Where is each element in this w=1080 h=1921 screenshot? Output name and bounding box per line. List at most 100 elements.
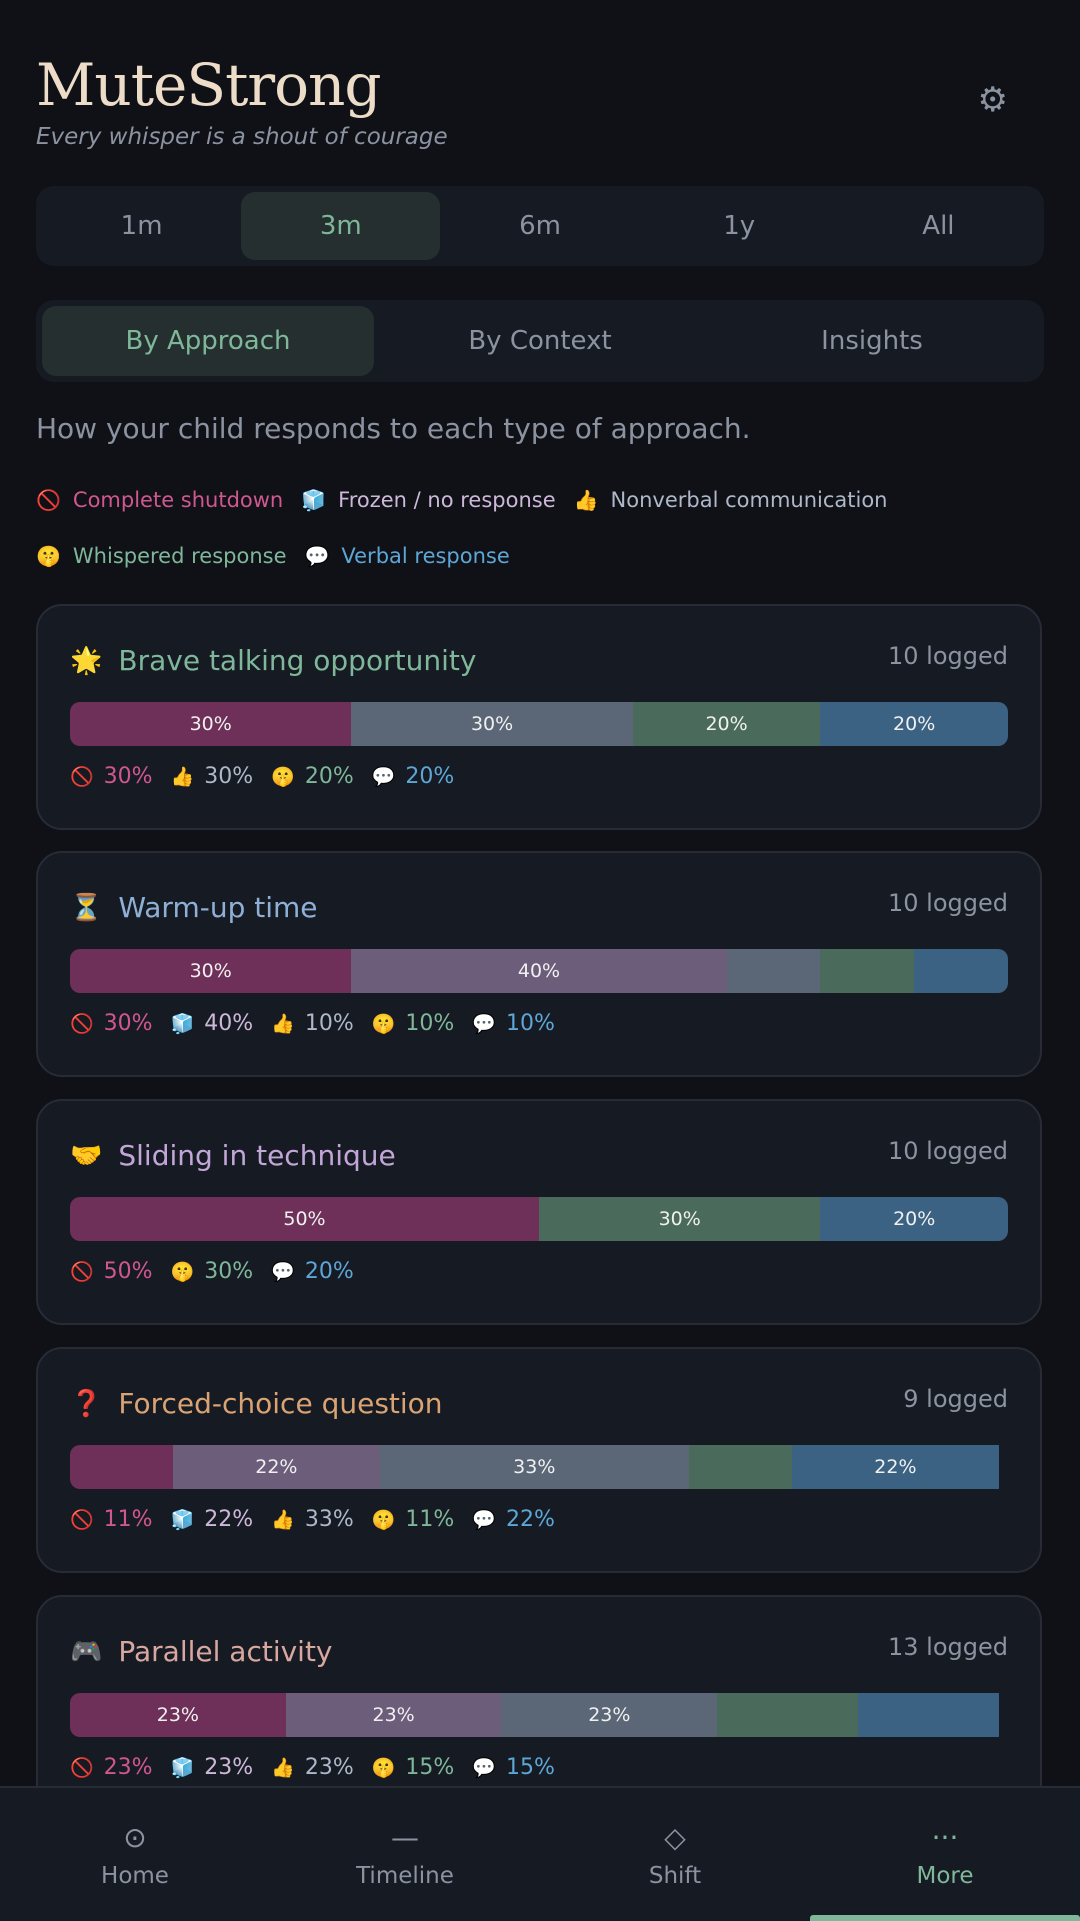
card-stats: 🚫 50% 🤫 30% 💬 20% (70, 1259, 354, 1284)
card-title: 🌟 Brave talking opportunity (70, 644, 476, 677)
range-option-all[interactable]: All (922, 211, 955, 241)
stat-value: 20% (304, 764, 354, 789)
stat-value: 50% (103, 1259, 153, 1284)
stat-item: 🤫 20% (271, 764, 354, 789)
speech-bubble-icon: 💬 (271, 1261, 295, 1283)
stat-item: 🤫 11% (372, 1507, 455, 1532)
range-option-6m[interactable]: 6m (519, 211, 561, 241)
nav-shift[interactable]: ◇ Shift (540, 1788, 810, 1921)
card-title: ⏳ Warm-up time (70, 891, 318, 924)
stat-value: 20% (405, 764, 455, 789)
gamepad-icon: 🎮 (70, 1636, 103, 1667)
stat-value: 30% (103, 764, 153, 789)
card-title-label: Sliding in technique (118, 1139, 396, 1172)
approach-card[interactable]: ⏳ Warm-up time 10 logged 30% 40% 🚫 30% 🧊 40% 👍 10%… (36, 851, 1042, 1077)
view-tabs: By Approach By Context Insights (36, 300, 1044, 382)
legend-item: 💬 Verbal response (305, 544, 510, 568)
tab-by-context[interactable]: By Context (468, 326, 612, 356)
tab-by-approach[interactable]: By Approach (42, 306, 374, 376)
stat-item: 🧊 23% (171, 1755, 254, 1780)
whisper-icon: 🤫 (271, 766, 295, 788)
app-title: MuteStrong (36, 51, 382, 119)
timeline-icon: — (391, 1820, 419, 1854)
bar-segment: 22% (173, 1445, 380, 1489)
app-header: MuteStrong Every whisper is a shout of c… (36, 50, 1044, 160)
legend-label: Nonverbal communication (610, 488, 888, 512)
bar-segment: 30% (351, 702, 633, 746)
bar-segment: 30% (70, 702, 352, 746)
bar-segment: 22% (792, 1445, 999, 1489)
question-icon: ❓ (70, 1388, 103, 1419)
bottom-nav: ⊙ Home — Timeline ◇ Shift ··· More (0, 1786, 1080, 1921)
whisper-icon: 🤫 (371, 1509, 396, 1531)
star-icon: 🌟 (70, 645, 103, 676)
card-title: ❓ Forced-choice question (70, 1387, 443, 1420)
legend-label: Complete shutdown (72, 488, 284, 512)
stat-value: 10% (304, 1011, 354, 1036)
whisper-icon: 🤫 (371, 1757, 396, 1779)
stat-value: 40% (204, 1011, 254, 1036)
bar-segment (726, 949, 821, 993)
bar-segment (717, 1693, 858, 1737)
nav-more[interactable]: ··· More (810, 1788, 1080, 1921)
more-icon: ··· (931, 1820, 959, 1854)
stat-item: 💬 20% (372, 764, 455, 789)
frozen-icon: 🧊 (170, 1757, 195, 1779)
card-stats: 🚫 11% 🧊 22% 👍 33% 🤫 11% 💬 22% (70, 1507, 555, 1532)
bar-segment: 20% (820, 702, 1008, 746)
bar-segment: 30% (70, 949, 352, 993)
approach-card[interactable]: ❓ Forced-choice question 9 logged 22% 33% 22%… (36, 1347, 1042, 1573)
speech-bubble-icon: 💬 (371, 766, 396, 788)
stat-item: 🧊 40% (171, 1011, 254, 1036)
range-option-3m[interactable]: 3m (241, 192, 441, 260)
stat-value: 15% (405, 1755, 455, 1780)
range-option-1m[interactable]: 1m (120, 211, 163, 241)
approach-card[interactable]: 🎮 Parallel activity 13 logged 23% 23% 23% 🚫 23%… (36, 1595, 1042, 1821)
nav-label: Shift (648, 1862, 702, 1889)
shutdown-icon: 🚫 (70, 766, 94, 788)
card-title-label: Warm-up time (118, 891, 318, 924)
logged-count: 9 logged (903, 1385, 1008, 1413)
legend-item: 🧊 Frozen / no response (301, 488, 555, 512)
stat-item: 🤫 10% (372, 1011, 455, 1036)
bar-segment: 33% (379, 1445, 690, 1489)
shift-icon: ◇ (664, 1820, 686, 1854)
stat-value: 11% (405, 1507, 455, 1532)
bar-segment: 23% (501, 1693, 718, 1737)
stat-value: 23% (204, 1755, 254, 1780)
nav-label: More (916, 1862, 974, 1889)
whisper-icon: 🤫 (170, 1261, 195, 1283)
gear-icon[interactable]: ⚙ (977, 80, 1008, 120)
card-title-label: Parallel activity (118, 1635, 333, 1668)
time-range-selector: 1m 3m 6m 1y All (36, 186, 1044, 266)
tab-insights[interactable]: Insights (821, 326, 923, 356)
stat-value: 23% (304, 1755, 354, 1780)
bar-segment (689, 1445, 793, 1489)
nav-timeline[interactable]: — Timeline (270, 1788, 540, 1921)
range-option-1y[interactable]: 1y (723, 211, 756, 241)
shutdown-icon: 🚫 (36, 488, 61, 512)
bar-segment: 23% (70, 1693, 286, 1737)
legend-item: 🤫 Whispered response (36, 544, 287, 568)
approach-card[interactable]: 🤝 Sliding in technique 10 logged 50% 30% 20% 🚫… (36, 1099, 1042, 1325)
bar-segment: 20% (820, 1197, 1008, 1241)
stat-value: 22% (505, 1507, 555, 1532)
response-distribution-bar: 22% 33% 22% (70, 1445, 1008, 1489)
thumbs-up-icon: 👍 (170, 766, 195, 788)
logged-count: 10 logged (888, 1137, 1008, 1165)
app-tagline: Every whisper is a shout of courage (36, 124, 448, 150)
stat-item: 👍 30% (171, 764, 254, 789)
speech-bubble-icon: 💬 (472, 1757, 496, 1779)
logged-count: 10 logged (888, 889, 1008, 917)
stat-value: 23% (103, 1755, 153, 1780)
nav-home[interactable]: ⊙ Home (0, 1788, 270, 1921)
speech-bubble-icon: 💬 (304, 544, 330, 568)
thumbs-up-icon: 👍 (271, 1013, 295, 1035)
stat-value: 22% (204, 1507, 254, 1532)
bar-segment (857, 1693, 999, 1737)
shutdown-icon: 🚫 (70, 1013, 94, 1035)
approach-card[interactable]: 🌟 Brave talking opportunity 10 logged 30% 30… (36, 604, 1042, 830)
card-stats: 🚫 23% 🧊 23% 👍 23% 🤫 15% 💬 15% (70, 1755, 555, 1780)
bar-segment (820, 949, 915, 993)
card-title-label: Brave talking opportunity (118, 644, 477, 677)
